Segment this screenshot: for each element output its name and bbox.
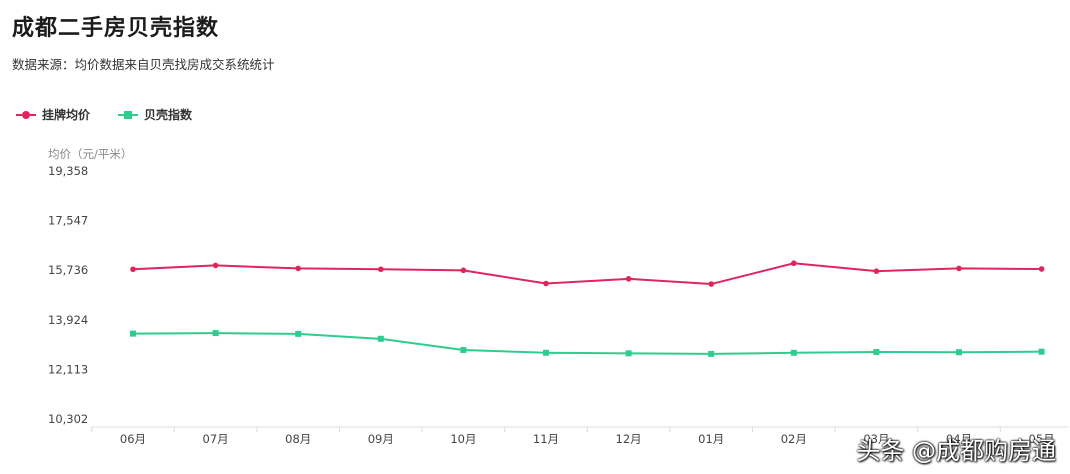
series-line-listing (132, 262, 1042, 286)
legend-label-listing: 挂牌均价 (42, 108, 91, 122)
data-point[interactable] (212, 330, 219, 337)
x-tick-label: 07月 (203, 432, 229, 446)
y-tick-label: 17,547 (48, 214, 88, 228)
data-point[interactable] (625, 276, 632, 282)
chart-subtitle: 数据来源：均价数据来自贝壳找房成交系统统计 (12, 57, 275, 72)
chart-title: 成都二手房贝壳指数 (12, 16, 220, 41)
data-point[interactable] (378, 266, 384, 273)
data-point[interactable] (377, 335, 384, 342)
legend: 挂牌均价 贝壳指数 (16, 106, 192, 123)
x-tick-label: 02月 (781, 432, 807, 446)
x-tick-label: 05月 (1029, 432, 1055, 446)
x-tick-label: 09月 (368, 432, 394, 446)
data-point[interactable] (873, 268, 880, 274)
data-point[interactable] (956, 349, 962, 356)
x-tick-label: 01月 (698, 432, 724, 446)
data-point[interactable] (295, 265, 302, 272)
data-point[interactable] (708, 350, 715, 357)
y-tick-label: 13,924 (48, 313, 88, 327)
watermark: 头条 @成都购房通 (856, 437, 1056, 465)
data-point[interactable] (956, 265, 962, 272)
data-point[interactable] (543, 349, 549, 356)
y-tick-label: 12,113 (48, 362, 88, 376)
data-point[interactable] (790, 349, 797, 356)
data-point[interactable] (130, 330, 136, 337)
x-tick-label: 12月 (616, 432, 642, 446)
square-marker-icon (118, 110, 139, 120)
data-point[interactable] (212, 262, 219, 269)
legend-item-index[interactable]: 贝壳指数 (118, 106, 192, 123)
data-point[interactable] (543, 280, 549, 287)
data-point[interactable] (791, 260, 797, 267)
x-tick-label: 04月 (946, 432, 972, 446)
x-tick-label: 03月 (863, 432, 889, 446)
y-tick-label: 10,302 (48, 412, 88, 426)
data-point[interactable] (1038, 266, 1045, 272)
data-point[interactable] (708, 281, 714, 287)
legend-label-index: 贝壳指数 (144, 108, 193, 122)
data-point[interactable] (295, 330, 302, 337)
data-point[interactable] (130, 266, 136, 273)
x-tick-label: 06月 (120, 432, 146, 446)
series-line-index (132, 332, 1042, 355)
legend-item-listing[interactable]: 挂牌均价 (16, 106, 90, 123)
data-point[interactable] (625, 350, 632, 357)
y-axis-label: 均价（元/平米） (48, 147, 132, 161)
data-point[interactable] (460, 347, 467, 354)
y-tick-label: 15,736 (48, 263, 88, 277)
y-tick-label: 19,358 (48, 164, 88, 178)
data-point[interactable] (460, 267, 467, 274)
data-point[interactable] (1038, 348, 1045, 355)
x-tick-label: 11月 (533, 432, 559, 446)
x-tick-label: 08月 (285, 432, 311, 446)
circle-marker-icon (16, 110, 36, 120)
x-tick-label: 10月 (450, 432, 476, 446)
data-point[interactable] (873, 348, 880, 355)
